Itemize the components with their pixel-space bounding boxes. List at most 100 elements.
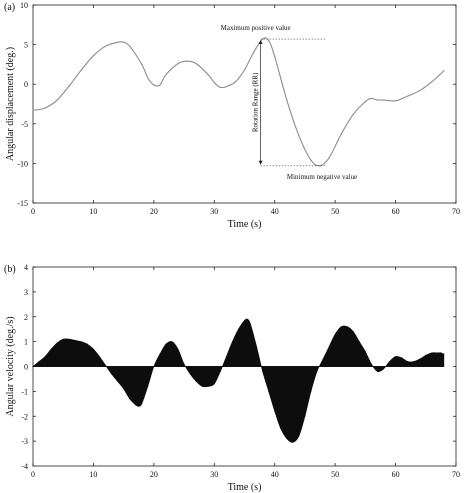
range-annotation: Rotation Range (RR) xyxy=(252,72,260,132)
velocity-point xyxy=(98,356,100,358)
velocity-point xyxy=(268,390,270,392)
velocity-point xyxy=(395,356,397,358)
velocity-point xyxy=(201,385,203,387)
velocity-point xyxy=(117,380,119,382)
y-tick-label: -4 xyxy=(21,462,28,471)
x-tick-label: 60 xyxy=(392,207,400,216)
velocity-point xyxy=(183,363,185,365)
y-tick-label: -15 xyxy=(17,199,28,208)
displacement-point xyxy=(123,41,125,43)
velocity-point xyxy=(111,373,113,375)
displacement-point xyxy=(44,107,46,109)
x-tick-label: 10 xyxy=(89,470,97,479)
velocity-point xyxy=(440,352,442,354)
displacement-point xyxy=(262,38,264,40)
velocity-point xyxy=(376,370,378,372)
range-arrow-head-up xyxy=(258,40,263,45)
velocity-point xyxy=(231,341,233,343)
displacement-point xyxy=(243,69,246,71)
velocity-point xyxy=(62,338,64,340)
displacement-point xyxy=(117,41,119,43)
velocity-point xyxy=(443,353,445,355)
displacement-point xyxy=(32,109,34,111)
velocity-point xyxy=(237,328,239,330)
displacement-point xyxy=(165,74,167,76)
velocity-point xyxy=(50,348,52,350)
displacement-point xyxy=(159,84,161,86)
velocity-point xyxy=(292,441,294,443)
y-tick-label: 2 xyxy=(24,313,28,322)
velocity-point xyxy=(274,410,276,412)
velocity-point xyxy=(340,326,342,328)
y-tick-label: -3 xyxy=(21,437,28,446)
x-tick-label: 40 xyxy=(271,470,279,479)
velocity-point xyxy=(138,405,140,407)
y-tick-label: -2 xyxy=(21,412,28,421)
displacement-point xyxy=(340,133,342,135)
x-tick-label: 60 xyxy=(392,470,400,479)
displacement-point xyxy=(252,51,255,54)
velocity-point xyxy=(56,342,58,344)
panel-label: (b) xyxy=(4,264,16,275)
velocity-point xyxy=(358,341,360,343)
displacement-point xyxy=(225,85,227,88)
velocity-point xyxy=(153,366,155,367)
displacement-point xyxy=(319,165,321,167)
velocity-point xyxy=(244,319,245,321)
displacement-point xyxy=(310,159,312,161)
velocity-point xyxy=(437,352,439,354)
velocity-point xyxy=(129,398,131,400)
velocity-point xyxy=(105,364,107,366)
velocity-point xyxy=(86,343,88,345)
velocity-point xyxy=(171,341,173,343)
velocity-point xyxy=(165,343,167,345)
velocity-point xyxy=(189,373,191,375)
displacement-line xyxy=(32,37,445,167)
velocity-point xyxy=(38,361,40,363)
displacement-point xyxy=(141,63,143,65)
velocity-point xyxy=(123,388,125,390)
velocity-point xyxy=(159,353,161,355)
x-tick-label: 50 xyxy=(331,470,339,479)
x-axis-label: Time (s) xyxy=(228,219,262,230)
velocity-point xyxy=(419,358,421,360)
velocity-point xyxy=(401,357,403,359)
range-arrow-head-down xyxy=(258,160,263,165)
displacement-point xyxy=(376,99,379,101)
velocity-point xyxy=(286,438,288,440)
displacement-point xyxy=(234,81,237,83)
y-tick-label: 0 xyxy=(24,80,28,89)
velocity-point xyxy=(135,404,137,406)
velocity-point xyxy=(407,361,409,363)
displacement-point xyxy=(370,97,372,100)
velocity-point xyxy=(322,358,324,360)
displacement-point xyxy=(352,113,354,115)
displacement-point xyxy=(431,81,433,83)
displacement-point xyxy=(80,69,82,71)
velocity-point xyxy=(328,346,330,348)
velocity-point xyxy=(147,385,149,387)
min-annotation: Minimum negative value xyxy=(287,173,357,181)
displacement-point xyxy=(298,135,300,137)
velocity-point xyxy=(370,363,372,365)
x-axis-label: Time (s) xyxy=(228,482,262,493)
velocity-point xyxy=(346,326,348,328)
y-axis-label: Angular velocity (deg./s) xyxy=(5,316,16,416)
y-axis-label: Angular displacement (deg.) xyxy=(5,47,16,161)
y-tick-label: 5 xyxy=(24,41,28,50)
x-tick-label: 0 xyxy=(31,207,35,216)
displacement-point xyxy=(68,85,70,87)
x-tick-label: 10 xyxy=(89,207,97,216)
x-tick-label: 50 xyxy=(331,207,339,216)
displacement-point xyxy=(443,70,445,72)
velocity-point xyxy=(316,370,318,372)
velocity-point xyxy=(92,348,94,350)
y-tick-label: 4 xyxy=(24,263,28,272)
velocity-point xyxy=(225,356,227,358)
displacement-point xyxy=(407,95,409,97)
y-tick-label: 10 xyxy=(20,1,28,10)
displacement-point xyxy=(274,55,276,58)
displacement-point xyxy=(268,40,270,42)
